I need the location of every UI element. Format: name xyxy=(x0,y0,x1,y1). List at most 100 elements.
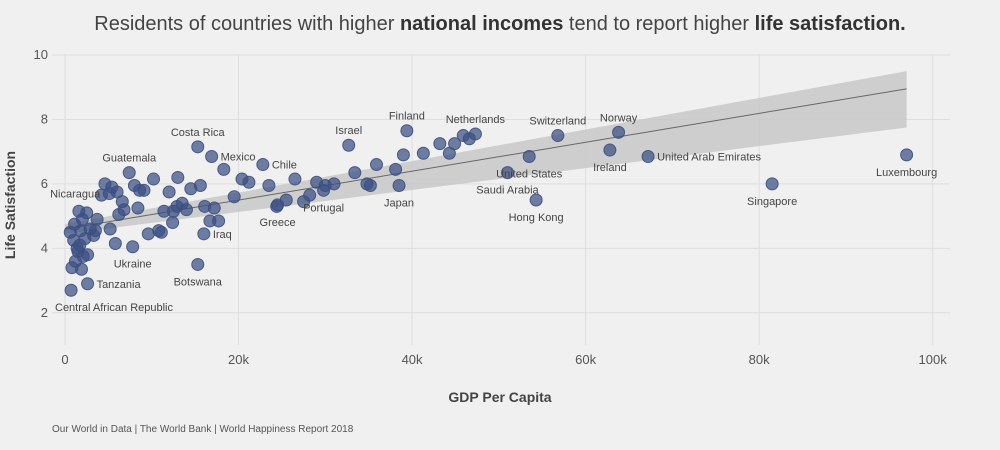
data-point-labeled xyxy=(122,166,136,180)
data-points xyxy=(63,124,914,297)
data-point xyxy=(103,222,117,236)
data-point xyxy=(348,166,362,180)
y-tick-label: 10 xyxy=(34,47,48,62)
data-point-labeled xyxy=(191,140,205,154)
title-segment: tend to report higher xyxy=(563,13,754,35)
source-note: Our World in Data | The World Bank | Wor… xyxy=(52,424,354,435)
data-point xyxy=(166,204,180,218)
data-point-labeled xyxy=(603,143,617,157)
axis-ticks: 0 20k 40k 60k 80k 100k 2 4 6 8 10 xyxy=(34,47,948,367)
data-point xyxy=(217,162,231,176)
x-tick-label: 40k xyxy=(402,352,423,367)
data-point-labeled xyxy=(529,193,543,207)
confidence-band xyxy=(65,71,907,234)
data-point-labeled xyxy=(102,187,116,201)
data-point xyxy=(389,162,403,176)
data-point xyxy=(81,248,95,262)
point-label: Saudi Arabia xyxy=(476,185,539,197)
point-label: Iraq xyxy=(213,229,232,241)
data-point xyxy=(327,177,341,191)
point-label: Japan xyxy=(384,198,414,210)
y-tick-label: 4 xyxy=(41,240,48,255)
data-point-labeled xyxy=(765,177,779,191)
point-label: Luxembourg xyxy=(876,167,937,179)
data-point xyxy=(207,201,221,215)
y-axis-title: Life Satisfaction xyxy=(2,151,18,259)
data-point xyxy=(154,225,168,239)
title-segment: national incomes xyxy=(400,13,563,35)
data-point-labeled xyxy=(271,198,285,212)
y-tick-label: 2 xyxy=(41,305,48,320)
data-point-labeled xyxy=(522,150,536,163)
x-tick-label: 20k xyxy=(228,352,249,367)
data-point xyxy=(108,237,122,250)
y-tick-label: 8 xyxy=(41,111,48,126)
data-point xyxy=(212,214,226,228)
data-point xyxy=(137,183,151,197)
point-label: Mexico xyxy=(221,152,256,164)
data-point-labeled xyxy=(400,124,414,138)
data-point-labeled xyxy=(392,179,406,192)
data-point xyxy=(88,224,102,238)
confidence-band-area xyxy=(65,71,907,234)
point-labels: Luxembourg Singapore Norway Switzerland Unit… xyxy=(50,111,937,315)
data-point xyxy=(242,175,256,189)
data-point xyxy=(166,216,180,230)
data-point-labeled xyxy=(468,127,482,141)
point-label: United Arab Emirates xyxy=(657,152,761,164)
point-label: Botswana xyxy=(174,276,223,288)
data-point xyxy=(162,185,176,199)
data-point-labeled xyxy=(342,138,356,152)
data-point xyxy=(363,179,377,192)
point-label: Hong Kong xyxy=(509,212,564,224)
data-point-labeled xyxy=(612,125,626,139)
data-point xyxy=(171,170,185,184)
point-label: Singapore xyxy=(747,196,797,208)
data-point-labeled xyxy=(317,183,331,197)
x-tick-label: 60k xyxy=(575,352,596,367)
data-point xyxy=(179,203,193,217)
data-point xyxy=(70,241,84,255)
y-tick-label: 6 xyxy=(41,176,48,191)
data-point xyxy=(227,190,241,204)
data-point-labeled xyxy=(197,227,211,241)
point-label: Nicaragua xyxy=(50,189,101,201)
data-point-labeled xyxy=(900,148,914,162)
data-point-labeled xyxy=(641,150,655,163)
data-point xyxy=(75,212,89,226)
point-label: Norway xyxy=(600,112,638,124)
chart-title: Residents of countries with higher natio… xyxy=(94,13,905,35)
x-tick-label: 0 xyxy=(61,352,68,367)
data-point xyxy=(147,172,161,186)
data-point xyxy=(369,158,383,172)
data-point xyxy=(90,212,104,226)
point-label: Finland xyxy=(389,111,425,123)
data-point xyxy=(303,188,317,202)
x-axis-title: GDP Per Capita xyxy=(448,389,551,405)
data-point-labeled xyxy=(191,257,205,271)
data-point-labeled xyxy=(64,283,78,297)
data-point xyxy=(396,148,410,162)
point-label: Israel xyxy=(335,125,362,137)
data-point-labeled xyxy=(126,240,140,254)
data-point xyxy=(262,179,276,192)
point-label: Costa Rica xyxy=(171,127,226,139)
point-label: Ireland xyxy=(593,162,627,174)
point-label: Ukraine xyxy=(114,259,152,271)
data-point xyxy=(448,137,462,151)
title-segment: Residents of countries with higher xyxy=(94,13,400,35)
chart-title-text: Residents of countries with higher natio… xyxy=(94,13,905,35)
point-label: Central African Republic xyxy=(55,302,174,314)
data-point xyxy=(433,137,447,151)
data-point xyxy=(416,146,430,160)
x-tick-label: 80k xyxy=(749,352,770,367)
point-label: Switzerland xyxy=(529,116,586,128)
x-tick-label: 100k xyxy=(919,352,948,367)
point-label: Tanzania xyxy=(97,279,142,291)
data-point-labeled xyxy=(551,129,565,143)
data-point-labeled xyxy=(256,158,270,172)
data-point xyxy=(288,172,302,186)
point-label: Greece xyxy=(260,217,296,229)
data-point xyxy=(117,203,131,217)
